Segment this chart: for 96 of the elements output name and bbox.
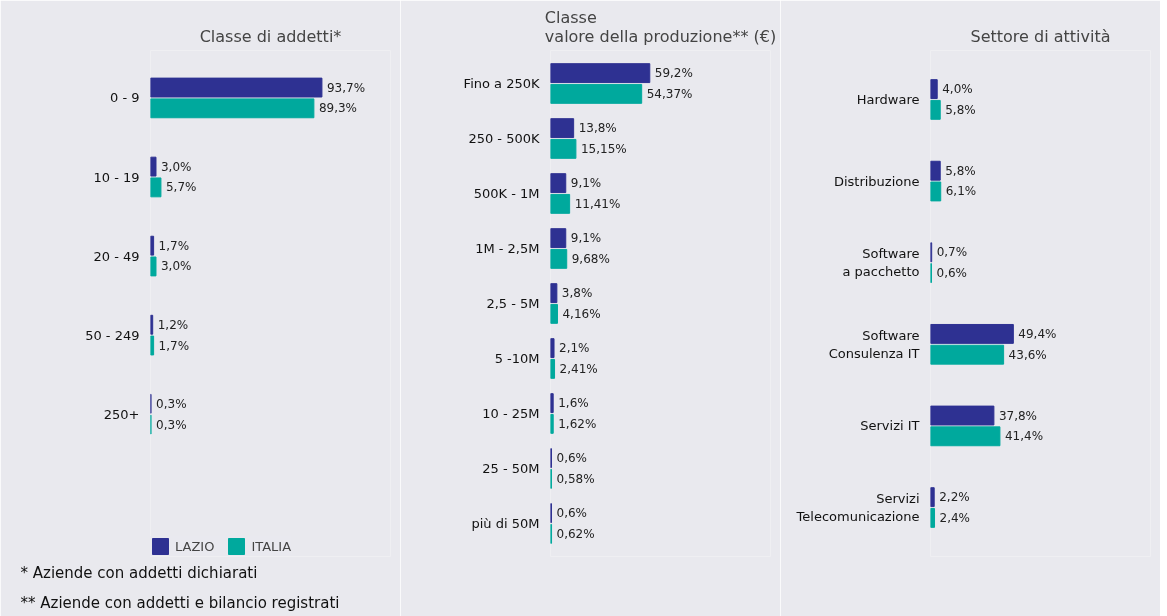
- bar: [930, 487, 935, 508]
- data-label: 41,4%: [1004, 429, 1044, 444]
- data-label: 0,58%: [556, 471, 595, 486]
- data-label: 0,7%: [936, 245, 968, 260]
- data-label: 0,3%: [156, 417, 187, 432]
- bar: [930, 507, 936, 528]
- text: ** Aziende con addetti e bilancio registrati: [20, 593, 340, 612]
- y-tick-label: 250+: [103, 406, 140, 422]
- data-label: 54,37%: [646, 86, 693, 101]
- y-tick-label: 2,5 - 5M: [486, 296, 540, 311]
- data-label: 9,1%: [570, 176, 602, 191]
- data-label: 0,3%: [156, 396, 187, 411]
- data-label: 1,6%: [558, 396, 589, 411]
- bar: [550, 83, 643, 104]
- data-label: 2,4%: [939, 510, 971, 525]
- data-label: 4,16%: [562, 306, 601, 321]
- data-label: 11,41%: [574, 196, 621, 211]
- bar: [150, 77, 323, 98]
- legend-label: ITALIA: [251, 538, 292, 554]
- bar: [150, 256, 157, 277]
- data-label: 3,0%: [160, 159, 192, 174]
- bar: [930, 79, 938, 100]
- y-tick-label: 10 - 25M: [482, 406, 540, 421]
- y-tick-label: Hardware: [856, 91, 920, 107]
- data-label: 1,2%: [157, 317, 189, 332]
- bar: [550, 358, 556, 379]
- chart-title: Classe di addetti*: [199, 26, 342, 46]
- data-label: 0,6%: [556, 506, 588, 521]
- bar: [550, 303, 558, 324]
- bar: [150, 156, 157, 177]
- y-tick-label: 500K - 1M: [473, 186, 540, 201]
- bar: [930, 405, 995, 426]
- y-tick-label: 25 - 50M: [482, 461, 540, 476]
- data-label: 2,1%: [559, 341, 590, 356]
- bar: [550, 413, 554, 434]
- data-label: 5,8%: [945, 163, 976, 178]
- bar: [550, 193, 571, 214]
- text: * Aziende con addetti dichiarati: [20, 563, 258, 582]
- bar: [550, 63, 651, 84]
- bar: [930, 181, 942, 202]
- data-label: 93,7%: [326, 80, 366, 95]
- y-tick-label: Software Consulenza IT: [828, 327, 920, 361]
- data-label: 43,6%: [1008, 347, 1047, 362]
- data-label: 0,6%: [556, 451, 588, 466]
- bar: [930, 426, 1001, 447]
- data-label: 13,8%: [578, 121, 617, 136]
- y-tick-label: 1M - 2,5M: [475, 241, 540, 256]
- bar: [550, 173, 567, 194]
- data-label: 4,0%: [942, 82, 973, 97]
- data-label: 37,8%: [998, 408, 1038, 423]
- data-label: 59,2%: [654, 66, 693, 81]
- y-tick-label: Software a pacchetto: [842, 246, 920, 280]
- bar: [550, 118, 575, 139]
- data-label: 1,7%: [158, 338, 190, 353]
- data-label: 89,3%: [318, 101, 357, 116]
- bar: [550, 138, 577, 159]
- data-label: 9,1%: [570, 231, 602, 246]
- y-tick-label: 250 - 500K: [468, 131, 540, 146]
- data-label: 3,8%: [561, 286, 593, 301]
- data-label: 6,1%: [945, 184, 977, 199]
- bar: [550, 248, 568, 269]
- bar: [150, 177, 162, 198]
- y-tick-label: 10 - 19: [93, 169, 140, 185]
- y-tick-label: 0 - 9: [110, 90, 140, 106]
- data-label: 5,7%: [165, 180, 197, 195]
- chart-title: Classe valore della produzione** (€): [544, 7, 777, 46]
- bar: [930, 344, 1005, 365]
- data-label: 2,2%: [939, 490, 970, 505]
- y-tick-label: 50 - 249: [85, 327, 140, 343]
- bar: [930, 160, 941, 181]
- y-tick-label: 20 - 49: [93, 248, 140, 264]
- data-label: 2,41%: [559, 361, 598, 376]
- y-tick-label: Distribuzione: [833, 173, 920, 189]
- bar: [550, 283, 558, 304]
- bar: [930, 323, 1014, 344]
- y-tick-label: Fino a 250K: [463, 76, 540, 91]
- y-tick-label: 5 -10M: [494, 351, 540, 366]
- data-label: 5,8%: [945, 102, 976, 117]
- y-tick-label: Servizi IT: [860, 418, 920, 434]
- bar: [150, 98, 315, 119]
- data-label: 1,62%: [558, 416, 597, 431]
- bar: [930, 99, 941, 120]
- legend-label: LAZIO: [175, 538, 215, 554]
- y-tick-label: Servizi Telecomunicazione: [795, 491, 920, 525]
- bar: [550, 338, 555, 359]
- data-label: 1,7%: [158, 238, 190, 253]
- data-label: 0,6%: [936, 266, 968, 281]
- bar: [550, 393, 554, 414]
- data-label: 3,0%: [160, 259, 192, 274]
- chart-title: Settore di attività: [970, 26, 1111, 46]
- data-label: 49,4%: [1018, 326, 1057, 341]
- bar: [550, 228, 567, 249]
- y-tick-label: più di 50M: [471, 516, 540, 531]
- data-label: 9,68%: [571, 251, 610, 266]
- data-label: 0,62%: [556, 526, 595, 541]
- data-label: 15,15%: [580, 141, 627, 156]
